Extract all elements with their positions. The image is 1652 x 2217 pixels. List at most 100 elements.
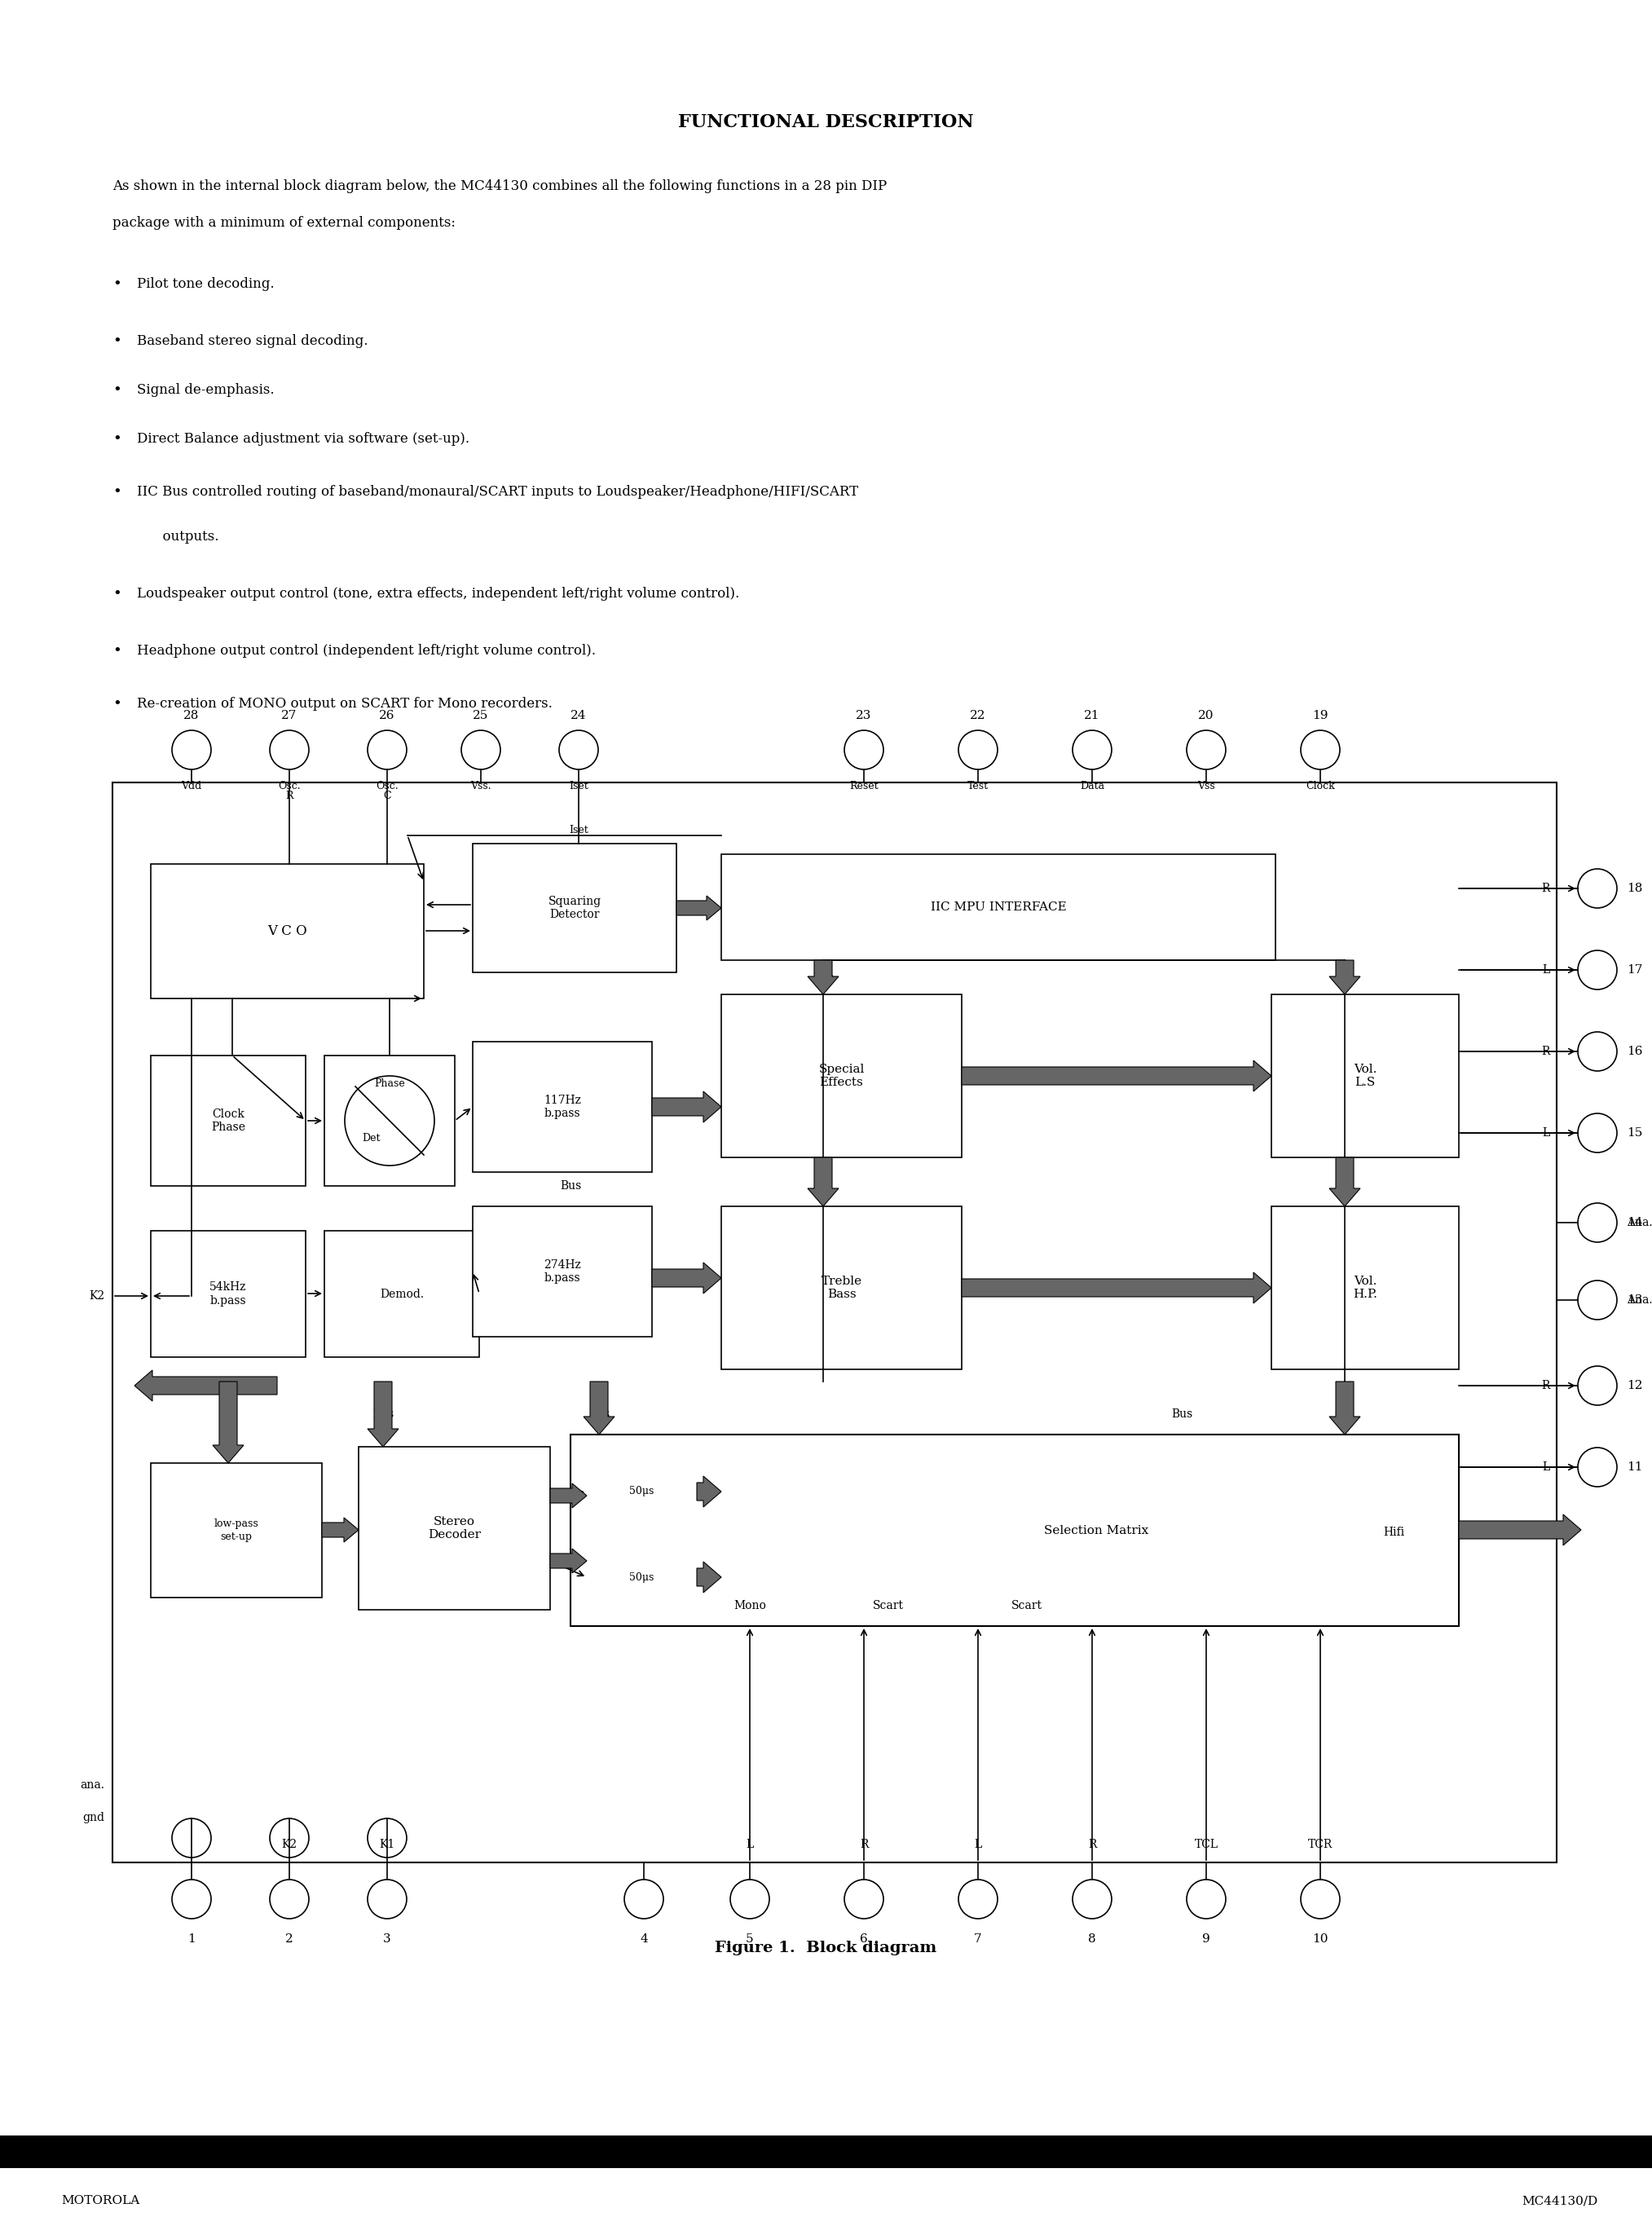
Circle shape bbox=[367, 1818, 406, 1858]
Text: L: L bbox=[1543, 964, 1550, 975]
FancyArrow shape bbox=[961, 1060, 1272, 1091]
Bar bbox=[586, 1459, 697, 1525]
FancyArrow shape bbox=[367, 1381, 398, 1448]
Text: V C O: V C O bbox=[268, 924, 307, 938]
Text: Hifi: Hifi bbox=[1383, 1528, 1404, 1539]
Text: FUNCTIONAL DESCRIPTION: FUNCTIONAL DESCRIPTION bbox=[677, 113, 973, 131]
Text: Selection Matrix: Selection Matrix bbox=[1044, 1525, 1148, 1536]
Circle shape bbox=[1578, 1113, 1617, 1153]
Text: Figure 1.  Block diagram: Figure 1. Block diagram bbox=[715, 1940, 937, 1955]
Bar bbox=[472, 1206, 653, 1337]
Bar bbox=[324, 1230, 479, 1357]
Text: Iset: Iset bbox=[568, 780, 588, 791]
Text: 8: 8 bbox=[1089, 1933, 1095, 1944]
Text: Bus: Bus bbox=[218, 1379, 240, 1392]
FancyArrow shape bbox=[808, 1157, 839, 1206]
Text: L: L bbox=[747, 1838, 753, 1851]
Text: Bus: Bus bbox=[372, 1408, 393, 1419]
Text: Vss: Vss bbox=[1198, 780, 1216, 791]
FancyArrow shape bbox=[583, 1381, 615, 1434]
Text: 117Hz
b.pass: 117Hz b.pass bbox=[544, 1095, 582, 1120]
Text: MOTOROLA: MOTOROLA bbox=[61, 2195, 139, 2206]
Text: L: L bbox=[1543, 1461, 1550, 1472]
Circle shape bbox=[1300, 729, 1340, 769]
Circle shape bbox=[624, 1880, 664, 1918]
Text: Clock
Phase: Clock Phase bbox=[211, 1108, 244, 1133]
Text: ana.: ana. bbox=[79, 1780, 104, 1791]
Circle shape bbox=[367, 1880, 406, 1918]
Text: MC44130/D: MC44130/D bbox=[1521, 2195, 1597, 2206]
Text: Vdd: Vdd bbox=[182, 780, 202, 791]
Text: R: R bbox=[1541, 1379, 1550, 1392]
Text: Squaring
Detector: Squaring Detector bbox=[548, 896, 601, 920]
Text: •: • bbox=[112, 277, 121, 293]
Circle shape bbox=[730, 1880, 770, 1918]
Text: Re-creation of MONO output on SCART for Mono recorders.: Re-creation of MONO output on SCART for … bbox=[137, 696, 552, 712]
Text: Loudspeaker output control (tone, extra effects, independent left/right volume c: Loudspeaker output control (tone, extra … bbox=[137, 588, 740, 601]
Bar bbox=[0, 2135, 1652, 2168]
Text: Baseband stereo signal decoding.: Baseband stereo signal decoding. bbox=[137, 335, 368, 348]
Circle shape bbox=[1578, 1448, 1617, 1488]
Text: Headphone output control (independent left/right volume control).: Headphone output control (independent le… bbox=[137, 643, 596, 658]
Bar bbox=[1272, 1206, 1459, 1370]
Text: •: • bbox=[112, 588, 121, 601]
Text: Iset: Iset bbox=[568, 825, 588, 836]
Text: Bus: Bus bbox=[560, 1179, 582, 1193]
Circle shape bbox=[1578, 1204, 1617, 1242]
Text: R: R bbox=[859, 1838, 867, 1851]
Text: 25: 25 bbox=[472, 709, 489, 721]
Circle shape bbox=[1578, 1366, 1617, 1406]
Text: L: L bbox=[975, 1838, 981, 1851]
Text: •: • bbox=[112, 335, 121, 348]
Circle shape bbox=[1186, 729, 1226, 769]
Circle shape bbox=[269, 1880, 309, 1918]
Bar bbox=[358, 1448, 550, 1610]
FancyArrow shape bbox=[808, 960, 839, 995]
Text: K2: K2 bbox=[89, 1290, 104, 1301]
Text: 23: 23 bbox=[856, 709, 872, 721]
FancyArrow shape bbox=[1330, 960, 1360, 995]
Text: 28: 28 bbox=[183, 709, 200, 721]
Text: Clock: Clock bbox=[1305, 780, 1335, 791]
Text: IIC Bus controlled routing of baseband/monaural/SCART inputs to Loudspeaker/Head: IIC Bus controlled routing of baseband/m… bbox=[137, 486, 859, 499]
FancyArrow shape bbox=[550, 1483, 586, 1508]
Circle shape bbox=[172, 1818, 211, 1858]
Circle shape bbox=[461, 729, 501, 769]
FancyArrow shape bbox=[653, 1261, 722, 1293]
Text: Test: Test bbox=[968, 780, 988, 791]
Text: 16: 16 bbox=[1627, 1046, 1642, 1058]
Text: package with a minimum of external components:: package with a minimum of external compo… bbox=[112, 215, 456, 231]
Text: 24: 24 bbox=[570, 709, 586, 721]
Text: 54kHz
b.pass: 54kHz b.pass bbox=[210, 1281, 246, 1306]
FancyArrow shape bbox=[1330, 1157, 1360, 1206]
Text: Special
Effects: Special Effects bbox=[818, 1064, 864, 1089]
Circle shape bbox=[1300, 1880, 1340, 1918]
Text: 4: 4 bbox=[639, 1933, 648, 1944]
Text: 21: 21 bbox=[1084, 709, 1100, 721]
Text: Stereo
Decoder: Stereo Decoder bbox=[428, 1516, 481, 1541]
Text: •: • bbox=[112, 432, 121, 446]
Text: 20: 20 bbox=[1198, 709, 1214, 721]
Circle shape bbox=[172, 729, 211, 769]
Text: 19: 19 bbox=[1312, 709, 1328, 721]
Circle shape bbox=[844, 729, 884, 769]
Circle shape bbox=[345, 1075, 434, 1166]
Circle shape bbox=[1578, 1281, 1617, 1319]
Bar bbox=[150, 865, 425, 998]
Text: Osc.
R: Osc. R bbox=[278, 780, 301, 800]
Text: 22: 22 bbox=[970, 709, 986, 721]
Circle shape bbox=[958, 1880, 998, 1918]
Text: K1: K1 bbox=[380, 1838, 395, 1851]
Bar bbox=[722, 1206, 961, 1370]
Text: •: • bbox=[112, 384, 121, 397]
Text: •: • bbox=[112, 486, 121, 499]
Circle shape bbox=[558, 729, 598, 769]
Text: 11: 11 bbox=[1627, 1461, 1642, 1472]
Text: 18: 18 bbox=[1627, 882, 1642, 893]
Text: gnd: gnd bbox=[83, 1811, 104, 1822]
Text: Bus: Bus bbox=[813, 973, 834, 984]
Circle shape bbox=[367, 729, 406, 769]
Text: R: R bbox=[1541, 1046, 1550, 1058]
FancyArrow shape bbox=[676, 896, 722, 920]
Text: R: R bbox=[1089, 1838, 1097, 1851]
